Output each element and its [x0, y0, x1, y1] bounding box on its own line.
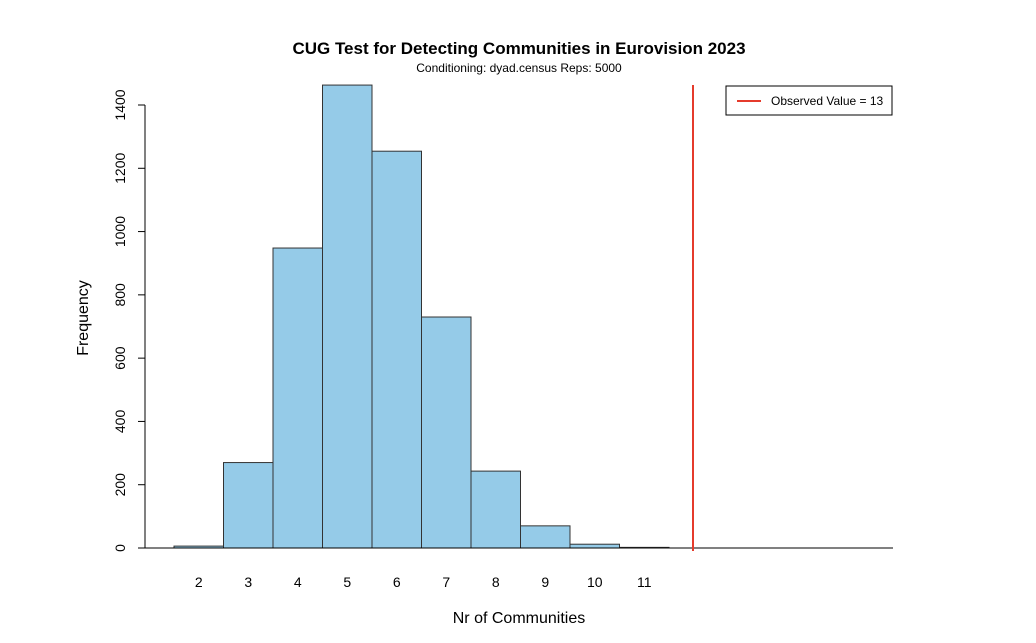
x-tick-label: 10 [587, 574, 603, 590]
x-tick-label: 4 [294, 574, 302, 590]
x-tick-label: 9 [541, 574, 549, 590]
x-tick-labels: 2 3 4 5 6 7 8 9 10 11 [195, 574, 652, 590]
legend: Observed Value = 13 [725, 85, 893, 116]
histogram-bar [223, 462, 274, 549]
y-tick-label: 1200 [112, 153, 128, 184]
x-tick-label: 8 [492, 574, 500, 590]
y-axis: 0 200 400 600 800 1000 1200 1400 [112, 89, 146, 552]
histogram-bar [569, 543, 620, 549]
histogram-bar [322, 84, 373, 549]
histogram-bar [421, 316, 472, 549]
y-tick-label: 600 [112, 346, 128, 370]
histogram-bar [520, 525, 571, 549]
legend-entry-label: Observed Value = 13 [771, 94, 884, 108]
chart-title: CUG Test for Detecting Communities in Eu… [292, 39, 745, 58]
y-tick-label: 800 [112, 283, 128, 307]
y-tick-label: 0 [112, 544, 128, 552]
x-tick-label: 11 [637, 574, 652, 590]
x-tick-label: 3 [244, 574, 252, 590]
y-tick-label: 1000 [112, 216, 128, 247]
y-axis-label: Frequency [75, 280, 92, 356]
x-tick-label: 5 [343, 574, 351, 590]
x-tick-label: 6 [393, 574, 401, 590]
histogram-bar [470, 470, 521, 549]
y-tick-label: 1400 [112, 89, 128, 120]
y-tick-label: 200 [112, 473, 128, 497]
y-tick-label: 400 [112, 410, 128, 434]
chart-subtitle: Conditioning: dyad.census Reps: 5000 [416, 61, 622, 75]
x-tick-label: 2 [195, 574, 203, 590]
x-tick-label: 7 [442, 574, 450, 590]
x-axis-label: Nr of Communities [453, 610, 585, 627]
bars-group [173, 84, 670, 549]
histogram-bar [272, 247, 323, 549]
histogram-bar [371, 150, 422, 549]
